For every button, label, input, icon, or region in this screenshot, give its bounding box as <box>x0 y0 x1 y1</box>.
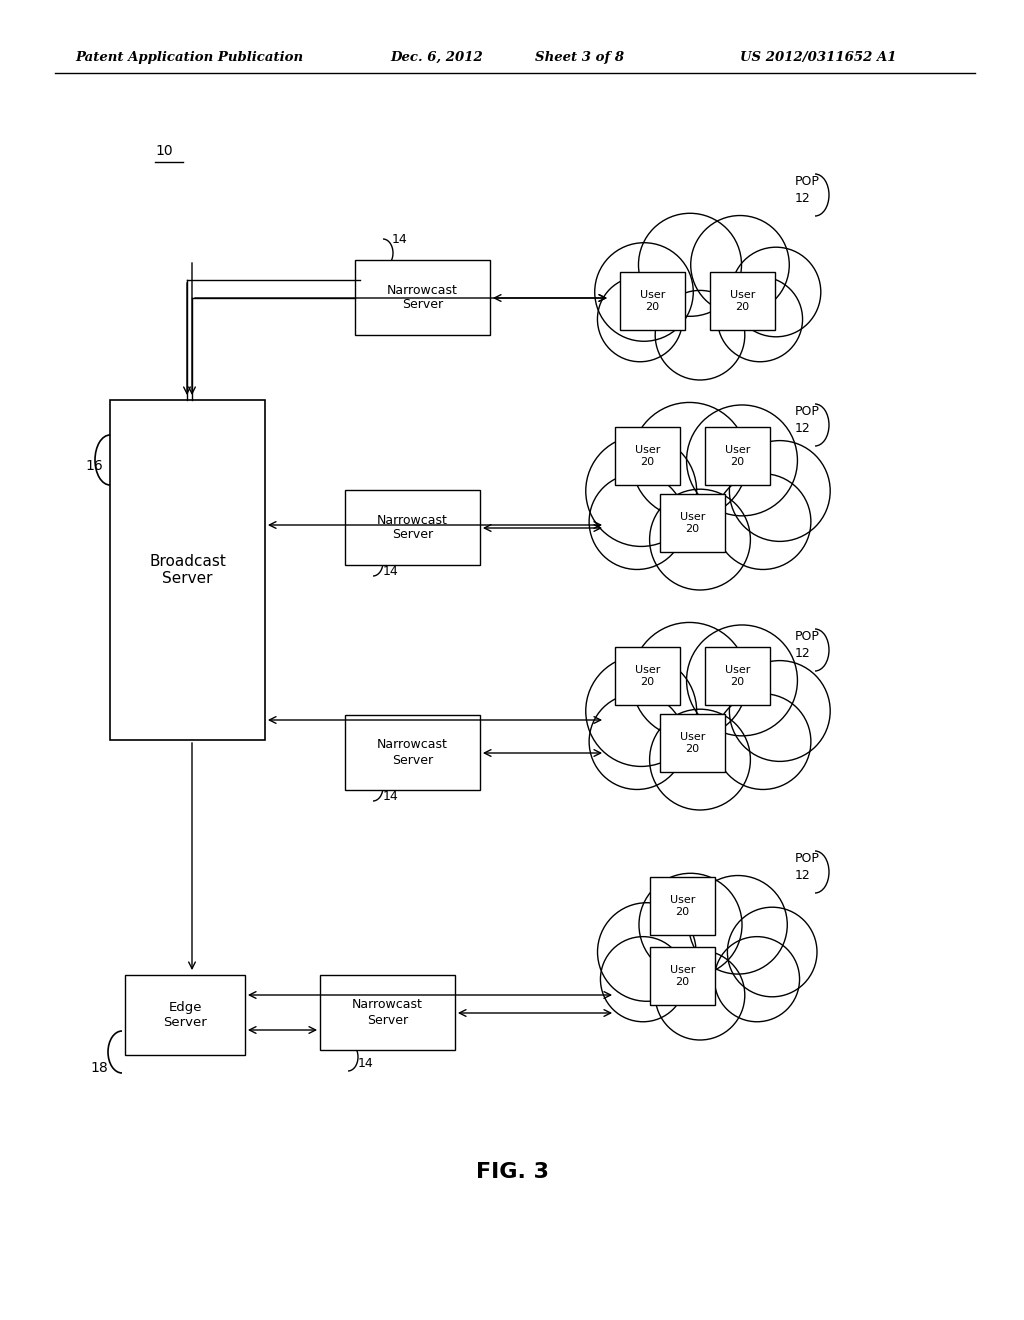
Circle shape <box>589 694 685 789</box>
Circle shape <box>632 403 748 519</box>
Text: Narrowcast
Server: Narrowcast Server <box>352 998 423 1027</box>
Bar <box>650 946 715 1005</box>
Text: User
20: User 20 <box>680 512 706 533</box>
Circle shape <box>586 656 696 767</box>
Circle shape <box>589 474 685 569</box>
Bar <box>660 494 725 552</box>
Circle shape <box>600 937 685 1022</box>
Circle shape <box>598 903 696 1002</box>
Text: 14: 14 <box>383 789 398 803</box>
Bar <box>650 876 715 935</box>
Text: User
20: User 20 <box>670 895 695 917</box>
Bar <box>345 715 480 789</box>
Bar <box>355 260 490 335</box>
Circle shape <box>727 907 817 997</box>
Circle shape <box>715 474 811 569</box>
Circle shape <box>686 624 798 735</box>
Circle shape <box>655 950 744 1040</box>
Circle shape <box>597 277 683 362</box>
Text: 12: 12 <box>795 191 811 205</box>
Text: User
20: User 20 <box>730 290 755 312</box>
Text: 12: 12 <box>795 647 811 660</box>
Text: POP: POP <box>795 630 820 643</box>
Bar <box>615 426 680 484</box>
Bar <box>660 714 725 772</box>
Text: User
20: User 20 <box>725 445 751 467</box>
Text: User
20: User 20 <box>640 290 666 312</box>
Circle shape <box>731 247 821 337</box>
Text: 16: 16 <box>85 459 102 473</box>
Text: User
20: User 20 <box>635 665 660 686</box>
Bar <box>125 975 245 1055</box>
Text: 14: 14 <box>383 565 398 578</box>
Text: 12: 12 <box>795 422 811 436</box>
Bar <box>345 490 480 565</box>
Text: User
20: User 20 <box>635 445 660 467</box>
Text: Narrowcast
Server: Narrowcast Server <box>377 738 447 767</box>
Circle shape <box>655 290 744 380</box>
Text: Patent Application Publication: Patent Application Publication <box>75 50 303 63</box>
Text: 18: 18 <box>90 1061 108 1074</box>
Bar <box>710 272 775 330</box>
Text: User
20: User 20 <box>725 665 751 686</box>
Text: User
20: User 20 <box>670 965 695 987</box>
Bar <box>705 426 770 484</box>
Circle shape <box>689 875 787 974</box>
Circle shape <box>649 709 751 810</box>
Text: 14: 14 <box>392 234 408 246</box>
Text: User
20: User 20 <box>680 733 706 754</box>
Circle shape <box>729 441 830 541</box>
Text: Broadcast
Server: Broadcast Server <box>150 554 226 586</box>
Circle shape <box>686 405 798 516</box>
Circle shape <box>715 694 811 789</box>
Text: POP: POP <box>795 176 820 187</box>
Text: Narrowcast
Server: Narrowcast Server <box>387 284 458 312</box>
Circle shape <box>586 436 696 546</box>
Circle shape <box>639 874 742 977</box>
Circle shape <box>632 623 748 738</box>
Text: Dec. 6, 2012: Dec. 6, 2012 <box>390 50 482 63</box>
Text: Edge
Server: Edge Server <box>163 1001 207 1030</box>
Circle shape <box>649 490 751 590</box>
Circle shape <box>691 215 790 314</box>
Bar <box>705 647 770 705</box>
Text: Narrowcast
Server: Narrowcast Server <box>377 513 447 541</box>
Circle shape <box>715 937 800 1022</box>
Text: FIG. 3: FIG. 3 <box>475 1162 549 1181</box>
Text: US 2012/0311652 A1: US 2012/0311652 A1 <box>740 50 896 63</box>
Bar <box>110 400 265 741</box>
Circle shape <box>718 277 803 362</box>
Circle shape <box>729 660 830 762</box>
Circle shape <box>639 214 741 317</box>
Text: POP: POP <box>795 851 820 865</box>
Bar <box>615 647 680 705</box>
Text: 12: 12 <box>795 869 811 882</box>
Text: 14: 14 <box>358 1057 374 1071</box>
Circle shape <box>595 243 693 342</box>
Text: Sheet 3 of 8: Sheet 3 of 8 <box>535 50 624 63</box>
Text: POP: POP <box>795 405 820 418</box>
Text: 10: 10 <box>155 144 173 158</box>
Bar <box>319 975 455 1049</box>
Bar <box>620 272 685 330</box>
